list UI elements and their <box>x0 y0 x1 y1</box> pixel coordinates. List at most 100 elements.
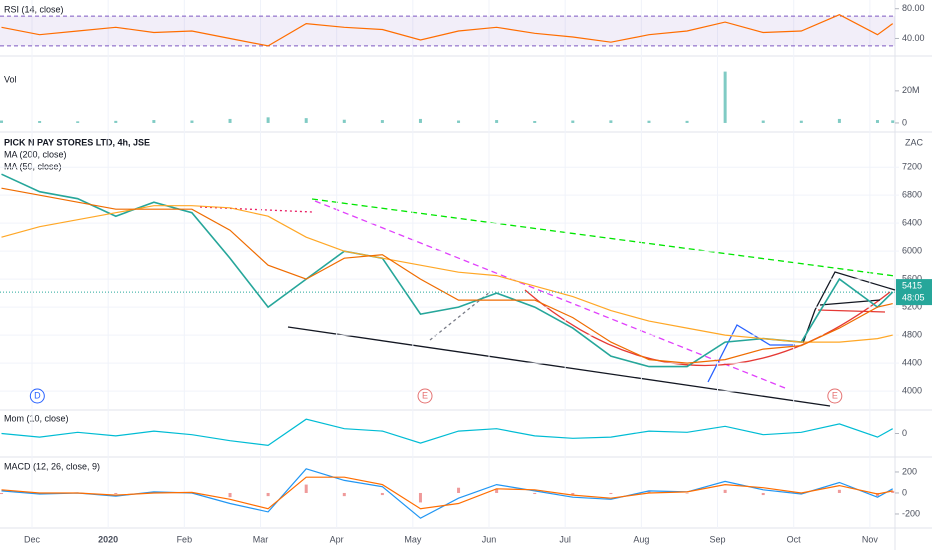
x-tick-label: Jun <box>482 534 497 544</box>
rsi-title: RSI (14, close) <box>4 4 64 14</box>
y-tick-label: 4800 <box>902 330 922 340</box>
bar <box>457 487 461 493</box>
bar <box>228 492 232 498</box>
x-tick-label: Aug <box>633 534 649 544</box>
bar <box>380 120 384 123</box>
last-price: 5415 <box>902 280 922 290</box>
y-tick-label: 5200 <box>902 302 922 312</box>
y-tick-label: 20M <box>902 85 920 95</box>
bar <box>114 492 118 495</box>
y-tick-label: 6400 <box>902 218 922 228</box>
bar <box>76 121 80 123</box>
bar <box>571 492 575 496</box>
bar <box>891 490 895 493</box>
y-tick-label: 200 <box>902 466 917 476</box>
bar <box>875 120 879 123</box>
series-line <box>1 468 893 519</box>
bar <box>495 120 499 123</box>
bar <box>114 120 118 123</box>
x-tick-label: Nov <box>862 534 879 544</box>
series-line <box>1 205 893 343</box>
countdown: 48:05 <box>902 292 925 302</box>
macd-title: MACD (12, 26, close, 9) <box>4 461 100 471</box>
bar <box>723 71 727 123</box>
bar <box>190 120 194 123</box>
bar <box>380 492 384 496</box>
x-tick-label: 2020 <box>98 534 118 544</box>
series-line <box>1 14 894 47</box>
bar <box>228 118 232 123</box>
bar <box>0 120 4 123</box>
bar <box>304 118 308 123</box>
main-title: PICK N PAY STORES LTD, 4h, JSE <box>4 137 150 147</box>
vol-title: Vol <box>4 74 17 84</box>
bar <box>609 120 613 123</box>
y-tick-label: 40.00 <box>902 33 925 43</box>
bar <box>152 120 156 123</box>
bar <box>647 120 651 123</box>
x-tick-label: Apr <box>330 534 344 544</box>
bar <box>342 492 346 497</box>
series-line <box>1 476 893 510</box>
bar <box>723 489 727 493</box>
x-tick-label: May <box>404 534 422 544</box>
event-label: E <box>422 390 428 400</box>
event-marker <box>827 388 843 404</box>
y-tick-label: 0 <box>902 428 907 438</box>
bar <box>342 119 346 123</box>
event-label: D <box>34 390 41 400</box>
bar <box>571 120 575 123</box>
trendlines <box>199 198 896 407</box>
bar <box>418 118 422 123</box>
y-tick-label: 7200 <box>902 162 922 172</box>
x-tick-label: Sep <box>710 534 726 544</box>
y-tick-label: 6800 <box>902 190 922 200</box>
x-tick-label: Feb <box>177 534 193 544</box>
bar <box>0 492 4 495</box>
series-line <box>1 187 893 364</box>
event-label: E <box>832 390 838 400</box>
bar <box>837 118 841 123</box>
bar <box>761 120 765 123</box>
y-tick-label: 6000 <box>902 246 922 256</box>
y-tick-label: 5600 <box>902 274 922 284</box>
bar <box>647 490 651 493</box>
y-tick-label: -200 <box>902 508 920 518</box>
x-tick-label: Dec <box>24 534 41 544</box>
bar <box>533 121 537 123</box>
bar <box>609 492 613 495</box>
bar <box>837 489 841 493</box>
y-tick-label: 80.00 <box>902 3 925 13</box>
y-tick-label: 4000 <box>902 385 922 395</box>
mom-title: Mom (10, close) <box>4 413 69 423</box>
legend-ma50: MA (50, close) <box>4 161 62 171</box>
bar <box>685 492 689 494</box>
bar <box>304 484 308 493</box>
bar <box>891 120 895 123</box>
rsi-band <box>0 16 895 46</box>
bar <box>799 120 803 123</box>
y-tick-label: 0 <box>902 117 907 127</box>
y-tick-label: 4400 <box>902 357 922 367</box>
bar <box>495 488 499 493</box>
bar <box>685 120 689 123</box>
bar <box>266 492 270 497</box>
event-marker <box>29 388 45 404</box>
series-line <box>1 418 893 447</box>
x-tick-label: Mar <box>253 534 269 544</box>
bar <box>457 120 461 123</box>
bar <box>266 117 270 123</box>
bar <box>38 121 42 123</box>
last-price-box <box>896 279 932 306</box>
bar <box>418 492 422 503</box>
event-marker <box>417 388 433 404</box>
bar <box>761 492 765 496</box>
x-tick-label: Jul <box>559 534 571 544</box>
x-tick-label: Oct <box>787 534 802 544</box>
bar <box>533 492 537 495</box>
currency: ZAC <box>905 137 924 147</box>
y-tick-label: 0 <box>902 487 907 497</box>
legend-ma200: MA (200, close) <box>4 149 67 159</box>
